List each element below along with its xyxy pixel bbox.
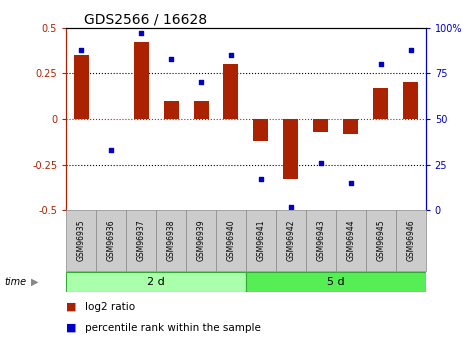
Bar	[223, 64, 238, 119]
Text: 2 d: 2 d	[147, 277, 165, 286]
Bar	[193, 101, 209, 119]
Text: GSM96941: GSM96941	[256, 220, 265, 262]
Bar	[403, 82, 418, 119]
Text: GSM96935: GSM96935	[77, 220, 86, 262]
Point	[78, 47, 85, 52]
Bar	[164, 101, 178, 119]
Bar	[306, 210, 336, 271]
Bar	[66, 272, 246, 292]
Bar	[366, 210, 396, 271]
Text: percentile rank within the sample: percentile rank within the sample	[85, 323, 261, 333]
Text: GDS2566 / 16628: GDS2566 / 16628	[84, 12, 207, 27]
Bar	[246, 210, 276, 271]
Point	[227, 52, 235, 58]
Text: GSM96936: GSM96936	[106, 220, 116, 262]
Point	[137, 30, 145, 36]
Text: ■: ■	[66, 302, 77, 312]
Bar	[336, 210, 366, 271]
Text: log2 ratio: log2 ratio	[85, 302, 135, 312]
Text: GSM96940: GSM96940	[227, 220, 236, 262]
Point	[407, 47, 414, 52]
Point	[197, 80, 205, 85]
Text: GSM96944: GSM96944	[346, 220, 355, 262]
Point	[167, 56, 175, 61]
Bar	[66, 210, 96, 271]
Point	[377, 61, 385, 67]
Bar	[126, 210, 156, 271]
Text: GSM96942: GSM96942	[286, 220, 296, 262]
Text: GSM96937: GSM96937	[137, 220, 146, 262]
Text: GSM96943: GSM96943	[316, 220, 325, 262]
Bar	[246, 272, 426, 292]
Point	[347, 180, 355, 186]
Text: time: time	[5, 277, 27, 286]
Point	[257, 177, 265, 182]
Text: 5 d: 5 d	[327, 277, 345, 286]
Point	[317, 160, 324, 166]
Bar	[313, 119, 328, 132]
Point	[287, 204, 295, 209]
Bar	[373, 88, 388, 119]
Bar	[186, 210, 216, 271]
Bar	[133, 42, 149, 119]
Point	[107, 147, 115, 153]
Bar	[96, 210, 126, 271]
Text: GSM96945: GSM96945	[376, 220, 385, 262]
Bar	[276, 210, 306, 271]
Text: GSM96938: GSM96938	[166, 220, 175, 262]
Bar	[343, 119, 359, 134]
Bar	[216, 210, 246, 271]
Bar	[74, 55, 89, 119]
Text: ▶: ▶	[31, 277, 38, 286]
Bar	[283, 119, 298, 179]
Text: ■: ■	[66, 323, 77, 333]
Text: GSM96946: GSM96946	[406, 220, 415, 262]
Bar	[396, 210, 426, 271]
Bar	[254, 119, 268, 141]
Bar	[156, 210, 186, 271]
Text: GSM96939: GSM96939	[196, 220, 206, 262]
